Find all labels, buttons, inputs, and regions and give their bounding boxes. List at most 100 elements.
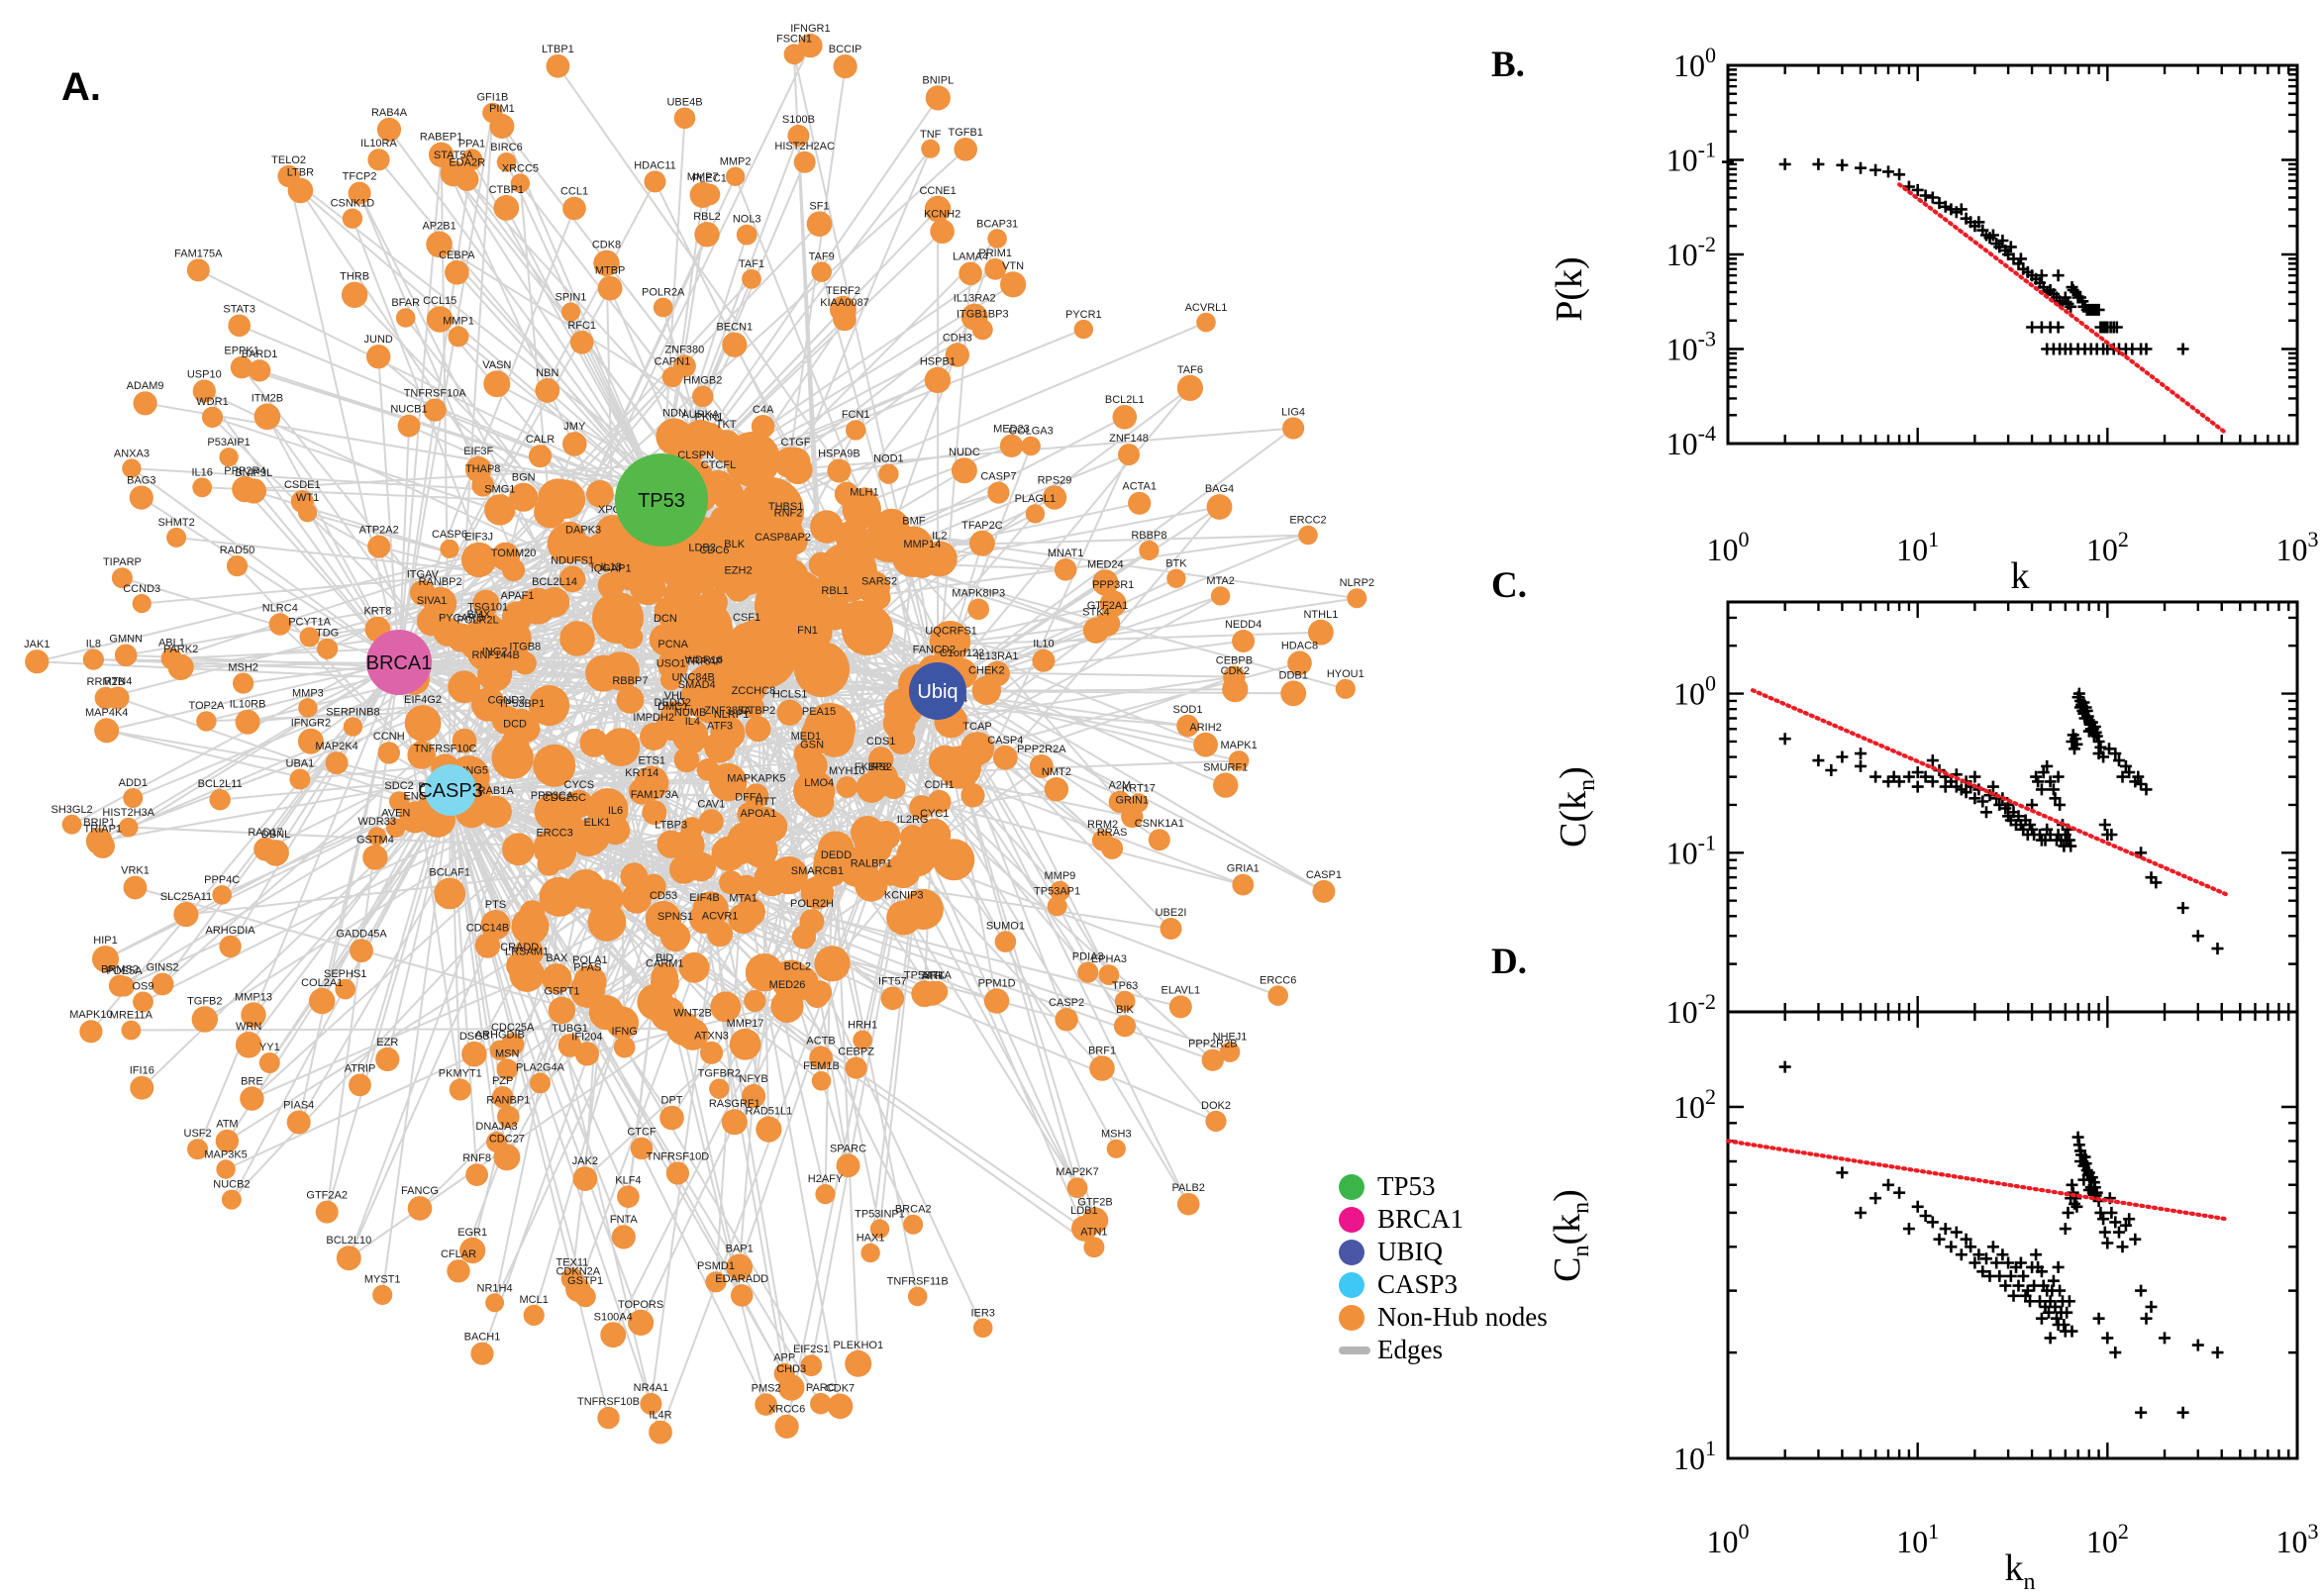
network-node[interactable] bbox=[921, 139, 941, 158]
network-node[interactable] bbox=[730, 623, 763, 656]
network-node[interactable] bbox=[289, 768, 311, 790]
network-node[interactable] bbox=[793, 150, 816, 173]
hub-node-ubiq[interactable] bbox=[909, 662, 966, 720]
network-node[interactable] bbox=[656, 418, 693, 455]
network-node[interactable] bbox=[751, 415, 775, 439]
network-node[interactable] bbox=[1128, 491, 1152, 515]
network-node[interactable] bbox=[770, 989, 804, 1023]
network-node[interactable] bbox=[426, 306, 454, 333]
network-node[interactable] bbox=[465, 1163, 488, 1186]
network-node[interactable] bbox=[409, 579, 436, 606]
network-node[interactable] bbox=[1308, 619, 1334, 646]
network-node[interactable] bbox=[574, 1285, 596, 1308]
network-node[interactable] bbox=[528, 445, 553, 468]
network-node[interactable] bbox=[477, 656, 513, 692]
network-node[interactable] bbox=[705, 1271, 727, 1293]
network-node[interactable] bbox=[827, 458, 852, 483]
network-node[interactable] bbox=[721, 720, 742, 740]
network-node[interactable] bbox=[653, 297, 673, 318]
network-node[interactable] bbox=[341, 281, 368, 308]
network-node[interactable] bbox=[166, 527, 187, 548]
network-node[interactable] bbox=[742, 1084, 766, 1109]
network-node[interactable] bbox=[123, 875, 148, 900]
network-node[interactable] bbox=[1055, 1008, 1078, 1032]
network-node[interactable] bbox=[673, 107, 696, 130]
network-node[interactable] bbox=[1228, 750, 1250, 771]
network-node[interactable] bbox=[1280, 680, 1307, 707]
network-node[interactable] bbox=[659, 668, 682, 691]
network-node[interactable] bbox=[407, 1196, 433, 1221]
network-node[interactable] bbox=[114, 644, 138, 667]
network-node[interactable] bbox=[649, 623, 682, 656]
network-node[interactable] bbox=[1287, 650, 1312, 675]
network-node[interactable] bbox=[509, 482, 539, 512]
network-node[interactable] bbox=[215, 1129, 240, 1153]
network-node[interactable] bbox=[309, 987, 336, 1015]
network-node[interactable] bbox=[755, 1393, 777, 1416]
network-node[interactable] bbox=[860, 1243, 880, 1263]
network-node[interactable] bbox=[426, 231, 453, 258]
network-node[interactable] bbox=[1139, 540, 1160, 561]
network-node[interactable] bbox=[428, 142, 454, 167]
network-node[interactable] bbox=[1029, 754, 1054, 778]
network-node[interactable] bbox=[129, 485, 153, 510]
network-node[interactable] bbox=[1101, 837, 1124, 859]
network-node[interactable] bbox=[1081, 1207, 1109, 1234]
network-node[interactable] bbox=[562, 432, 587, 456]
hub-node-brca1[interactable] bbox=[366, 630, 432, 695]
network-node[interactable] bbox=[855, 497, 874, 517]
network-node[interactable] bbox=[925, 85, 951, 111]
network-node[interactable] bbox=[709, 1078, 730, 1099]
network-node[interactable] bbox=[493, 195, 520, 221]
network-node[interactable] bbox=[984, 257, 1007, 280]
network-node[interactable] bbox=[92, 946, 119, 973]
network-node[interactable] bbox=[535, 378, 560, 403]
network-node[interactable] bbox=[628, 1309, 655, 1336]
network-node[interactable] bbox=[924, 366, 952, 394]
network-node[interactable] bbox=[262, 840, 289, 866]
network-node[interactable] bbox=[846, 420, 866, 441]
network-node[interactable] bbox=[235, 709, 260, 735]
network-node[interactable] bbox=[1206, 494, 1233, 520]
network-node[interactable] bbox=[1298, 525, 1318, 546]
network-node[interactable] bbox=[454, 167, 479, 191]
network-node[interactable] bbox=[1044, 777, 1069, 802]
network-node[interactable] bbox=[233, 672, 254, 694]
network-node[interactable] bbox=[945, 343, 969, 367]
network-node[interactable] bbox=[118, 817, 139, 838]
network-node[interactable] bbox=[167, 653, 194, 681]
network-node[interactable] bbox=[774, 1414, 799, 1439]
network-node[interactable] bbox=[25, 649, 50, 674]
network-node[interactable] bbox=[349, 1073, 371, 1097]
network-node[interactable] bbox=[286, 1110, 311, 1135]
network-node[interactable] bbox=[951, 457, 977, 484]
network-node[interactable] bbox=[108, 974, 132, 997]
network-node[interactable] bbox=[460, 149, 483, 171]
network-node[interactable] bbox=[449, 1078, 471, 1101]
network-hub-nodes[interactable]: TP53 BRCA1 Ubiq CASP3 bbox=[366, 453, 966, 816]
network-node[interactable] bbox=[132, 594, 152, 614]
network-node[interactable] bbox=[826, 860, 847, 881]
network-node[interactable] bbox=[513, 651, 537, 675]
network-node[interactable] bbox=[723, 549, 746, 572]
network-node[interactable] bbox=[795, 636, 820, 660]
network-node[interactable] bbox=[920, 981, 945, 1006]
network-node[interactable] bbox=[1118, 444, 1140, 466]
network-node[interactable] bbox=[1025, 504, 1046, 524]
network-node[interactable] bbox=[800, 717, 838, 753]
network-node[interactable] bbox=[1121, 805, 1144, 829]
network-node[interactable] bbox=[676, 1018, 709, 1050]
network-node[interactable] bbox=[804, 787, 835, 818]
network-node[interactable] bbox=[1193, 732, 1218, 757]
network-node[interactable] bbox=[742, 268, 761, 289]
network-node[interactable] bbox=[1213, 772, 1239, 798]
network-node[interactable] bbox=[725, 575, 752, 602]
network-node[interactable] bbox=[447, 623, 476, 652]
network-node[interactable] bbox=[506, 951, 534, 980]
network-node[interactable] bbox=[348, 181, 371, 205]
network-node[interactable] bbox=[298, 698, 318, 718]
network-node[interactable] bbox=[1176, 1192, 1200, 1216]
network-node[interactable] bbox=[1106, 1139, 1126, 1158]
network-node[interactable] bbox=[867, 586, 891, 610]
network-node[interactable] bbox=[809, 1046, 833, 1070]
